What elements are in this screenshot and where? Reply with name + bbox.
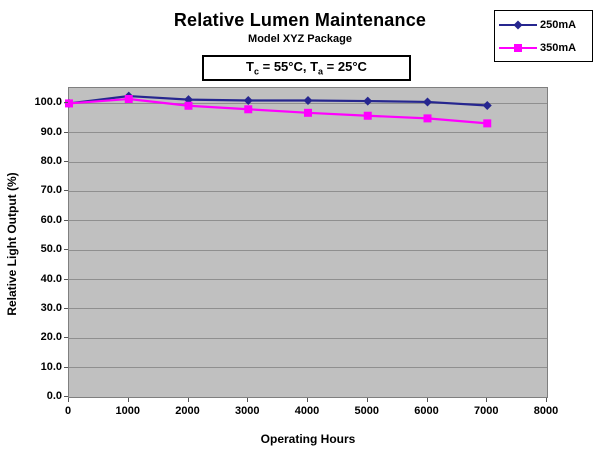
- y-tick-mark: [64, 366, 68, 368]
- gridline-y-80: [69, 161, 547, 163]
- y-tick-mark: [64, 307, 68, 309]
- gridline-y-30: [69, 308, 547, 310]
- gridline-y-10: [69, 367, 547, 369]
- data-point-250mA-7000: [482, 100, 492, 110]
- x-tick-label-6000: 6000: [414, 405, 439, 417]
- gridline-y-60: [69, 220, 547, 222]
- data-point-250mA-3000: [243, 95, 253, 105]
- annotation-text: Tc = 55°C, Ta = 25°C: [246, 59, 367, 77]
- y-tick-label-10: 10.0: [40, 360, 62, 373]
- x-tick-label-4000: 4000: [294, 405, 320, 417]
- legend-item-250mA: 250mA: [499, 15, 588, 35]
- y-tick-label-20: 20.0: [40, 331, 62, 344]
- x-tick-label-1000: 1000: [115, 405, 140, 417]
- x-tick-mark: [247, 398, 249, 402]
- y-tick-label-50: 50.0: [40, 243, 62, 256]
- x-tick-mark: [486, 398, 488, 402]
- chart-title: Relative Lumen Maintenance: [173, 10, 427, 30]
- x-tick-label-0: 0: [64, 405, 72, 417]
- legend-label: 350mA: [540, 41, 577, 54]
- y-tick-mark: [64, 396, 68, 397]
- y-tick-mark: [64, 278, 68, 280]
- y-tick-mark: [64, 249, 68, 251]
- y-tick-label-80: 80.0: [40, 155, 62, 168]
- data-point-250mA-6000: [423, 97, 432, 107]
- x-tick-label-5000: 5000: [354, 405, 379, 417]
- y-tick-mark: [64, 102, 68, 104]
- y-tick-mark: [64, 337, 68, 339]
- x-tick-mark: [366, 398, 368, 402]
- gridline-y-20: [69, 337, 547, 339]
- x-tick-mark: [187, 398, 189, 402]
- legend-swatch-250mA-line-diamond-icon: [499, 20, 537, 29]
- x-tick-label-8000: 8000: [533, 405, 559, 417]
- y-tick-label-60: 60.0: [40, 213, 62, 226]
- data-point-350mA-2000: [184, 101, 193, 110]
- x-tick-mark: [426, 398, 428, 402]
- y-tick-label-40: 40.0: [40, 272, 62, 285]
- data-point-250mA-4000: [303, 95, 313, 105]
- gridline-y-40: [69, 279, 547, 281]
- y-tick-mark: [64, 131, 68, 133]
- y-tick-mark: [64, 219, 68, 221]
- series-line-350mA: [68, 97, 488, 125]
- data-point-350mA-0: [65, 99, 73, 108]
- y-tick-label-70: 70.0: [40, 184, 62, 197]
- x-tick-mark: [68, 398, 69, 402]
- data-point-350mA-6000: [423, 114, 432, 123]
- legend-marker-square: [514, 43, 522, 52]
- gridline-y-50: [69, 249, 547, 251]
- temperature-annotation-box: Tc = 55°C, Ta = 25°C: [202, 55, 411, 81]
- x-tick-mark: [546, 398, 547, 402]
- data-point-350mA-7000: [483, 119, 492, 128]
- chart-subtitle: Model XYZ Package: [248, 33, 352, 45]
- gridline-y-70: [69, 190, 547, 192]
- y-tick-label-30: 30.0: [40, 301, 62, 314]
- legend-marker-diamond: [513, 20, 523, 29]
- x-tick-label-7000: 7000: [474, 405, 499, 417]
- x-tick-label-2000: 2000: [175, 405, 200, 417]
- plot-area: [64, 87, 548, 398]
- legend-label: 250mA: [540, 18, 577, 31]
- y-tick-label-0: 0.0: [46, 390, 62, 402]
- data-point-350mA-3000: [244, 105, 253, 114]
- data-point-350mA-5000: [363, 111, 372, 120]
- x-tick-mark: [127, 398, 129, 402]
- y-tick-mark: [64, 190, 68, 192]
- y-tick-mark: [64, 161, 68, 163]
- legend-item-350mA: 350mA: [499, 38, 588, 58]
- series-line-250mA: [68, 94, 488, 107]
- y-tick-label-100: 100.0: [34, 96, 62, 109]
- y-tick-label-90: 90.0: [40, 125, 62, 138]
- data-point-350mA-4000: [304, 108, 312, 117]
- x-tick-label-3000: 3000: [235, 405, 260, 417]
- data-point-250mA-5000: [363, 96, 373, 106]
- legend: 250mA 350mA: [494, 10, 593, 62]
- gridline-y-90: [69, 132, 547, 134]
- data-point-350mA-1000: [124, 95, 133, 104]
- data-series-plot: [64, 91, 492, 128]
- x-axis-title: Operating Hours: [260, 432, 356, 446]
- legend-swatch-350mA-line-square-icon: [499, 43, 537, 52]
- y-axis-title: Relative Light Output (%): [5, 172, 19, 316]
- x-tick-mark: [307, 398, 308, 402]
